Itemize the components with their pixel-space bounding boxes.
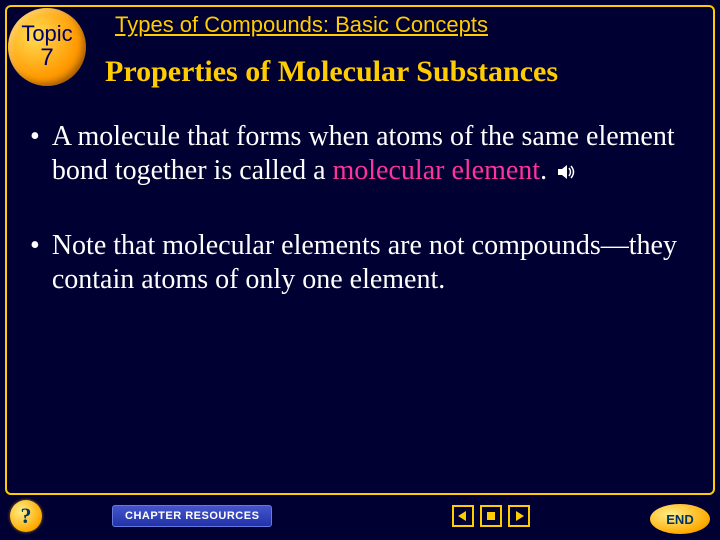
help-button[interactable]: ? (10, 500, 42, 532)
bullet-text: A molecule that forms when atoms of the … (52, 120, 690, 189)
topic-number: 7 (40, 45, 53, 71)
topic-label: Topic (21, 23, 72, 45)
bullet-dot: • (30, 229, 40, 296)
nav-group (452, 505, 530, 527)
bullet-dot: • (30, 120, 40, 189)
prev-button[interactable] (452, 505, 474, 527)
bullet-item: • A molecule that forms when atoms of th… (30, 120, 690, 189)
bullet-highlight: molecular element (333, 155, 541, 186)
bullet-text: Note that molecular elements are not com… (52, 229, 690, 296)
bullet-suffix: . (540, 155, 547, 186)
bullet-item: • Note that molecular elements are not c… (30, 229, 690, 296)
chapter-resources-button[interactable]: CHAPTER RESOURCES (112, 505, 272, 527)
stop-button[interactable] (480, 505, 502, 527)
bullet-prefix: Note that molecular elements are not com… (52, 230, 677, 295)
bottom-bar: ? CHAPTER RESOURCES END (10, 498, 710, 534)
slide-subtitle: Properties of Molecular Substances (105, 55, 558, 89)
slide-content: • A molecule that forms when atoms of th… (30, 120, 690, 336)
topic-badge: Topic 7 (8, 8, 86, 86)
chapter-title: Types of Compounds: Basic Concepts (115, 12, 488, 38)
end-button[interactable]: END (650, 504, 710, 534)
next-button[interactable] (508, 505, 530, 527)
speaker-icon[interactable] (558, 155, 576, 189)
